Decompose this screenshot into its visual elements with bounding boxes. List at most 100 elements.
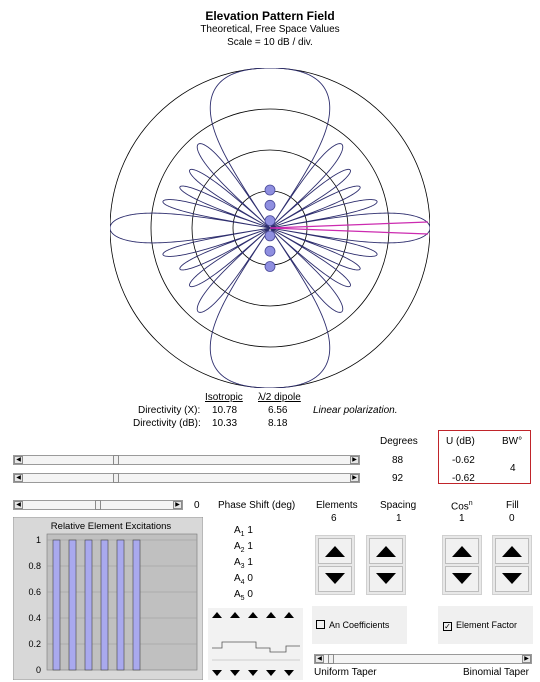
spacing-spinner[interactable] bbox=[366, 535, 406, 595]
elevation-pattern-plot bbox=[110, 68, 430, 388]
page-subtitle: Theoretical, Free Space Values bbox=[200, 24, 340, 35]
taper-slider[interactable]: ◀ ▶ bbox=[314, 654, 532, 664]
spacing-increase-button[interactable] bbox=[369, 538, 403, 564]
y-tick-label: 0.8 bbox=[28, 561, 41, 571]
cos-label: Cosn bbox=[451, 500, 473, 512]
coefficient-row: A5 0 bbox=[234, 589, 253, 605]
fill-increase-button[interactable] bbox=[495, 538, 529, 564]
angle-value-1: 88 bbox=[392, 455, 404, 466]
directivity-x-dipole: 6.56 bbox=[268, 405, 288, 416]
fill-value: 0 bbox=[509, 513, 515, 524]
y-tick-label: 0.4 bbox=[28, 613, 41, 623]
fill-spinner[interactable] bbox=[492, 535, 532, 595]
coefficient-index: 5 bbox=[240, 595, 245, 602]
slider-thumb[interactable] bbox=[95, 500, 101, 510]
scroll-right-arrow-icon[interactable]: ▶ bbox=[350, 456, 359, 464]
coefficient-label: A bbox=[234, 557, 241, 568]
angle-value-2: 92 bbox=[392, 473, 404, 484]
y-tick-label: 0.6 bbox=[28, 587, 41, 597]
cos-spinner[interactable] bbox=[442, 535, 482, 595]
coefficient-value: 1 bbox=[244, 541, 253, 552]
coefficient-label: A bbox=[234, 525, 241, 536]
inner-ring bbox=[191, 149, 349, 307]
phase-mini-controls[interactable] bbox=[208, 608, 303, 680]
element-factor-panel bbox=[438, 606, 533, 644]
phase-slider[interactable]: ◀ ▶ bbox=[13, 500, 183, 510]
array-element bbox=[264, 184, 276, 196]
elements-decrease-button[interactable] bbox=[318, 566, 352, 592]
y-tick-label: 0.2 bbox=[28, 639, 41, 649]
an-coefficients-checkbox[interactable]: An Coefficients bbox=[316, 620, 389, 630]
coefficient-value: 1 bbox=[244, 557, 253, 568]
angle-slider-2[interactable]: ◀ ▶ bbox=[13, 473, 360, 483]
scroll-right-arrow-icon[interactable]: ▶ bbox=[173, 501, 182, 509]
array-element bbox=[264, 230, 276, 242]
beamwidth-value: 4 bbox=[510, 463, 516, 474]
directivity-db-dipole: 8.18 bbox=[268, 418, 288, 429]
beam-line-lower bbox=[269, 227, 429, 235]
cos-increase-button[interactable] bbox=[445, 538, 479, 564]
scroll-left-arrow-icon[interactable]: ◀ bbox=[315, 655, 324, 663]
up-triangle-icon bbox=[325, 546, 345, 557]
spacing-value: 1 bbox=[396, 513, 402, 524]
coefficient-index: 3 bbox=[240, 563, 245, 570]
fill-label: Fill bbox=[506, 500, 519, 511]
array-element bbox=[264, 199, 276, 211]
u-db-value-1: -0.62 bbox=[452, 455, 475, 466]
mini-down-arrow-icon bbox=[230, 670, 240, 676]
phase-shift-label: Phase Shift (deg) bbox=[218, 500, 296, 511]
mini-down-arrow-icon bbox=[248, 670, 258, 676]
slider-thumb[interactable] bbox=[112, 473, 119, 483]
checkmark-icon[interactable]: ✓ bbox=[443, 622, 452, 631]
elements-value: 6 bbox=[331, 513, 337, 524]
pattern-curve bbox=[110, 68, 430, 388]
scroll-left-arrow-icon[interactable]: ◀ bbox=[14, 474, 23, 482]
element-factor-checkbox[interactable]: ✓ Element Factor bbox=[443, 620, 517, 631]
u-db-label: U (dB) bbox=[446, 436, 475, 447]
coefficient-value: 1 bbox=[244, 525, 253, 536]
excitation-chart: Relative Element Excitations 1 0.8 0.6 0.4 0… bbox=[13, 517, 203, 680]
excitation-bar bbox=[132, 539, 141, 671]
spacing-decrease-button[interactable] bbox=[369, 566, 403, 592]
scroll-right-arrow-icon[interactable]: ▶ bbox=[350, 474, 359, 482]
excitation-bar bbox=[52, 539, 61, 671]
up-triangle-icon bbox=[452, 546, 472, 557]
down-triangle-icon bbox=[452, 573, 472, 584]
coefficient-index: 4 bbox=[240, 579, 245, 586]
cos-decrease-button[interactable] bbox=[445, 566, 479, 592]
coefficient-value: 0 bbox=[244, 573, 253, 584]
scroll-left-arrow-icon[interactable]: ◀ bbox=[14, 501, 23, 509]
excitation-bar bbox=[116, 539, 125, 671]
an-coefficients-panel bbox=[312, 606, 407, 644]
scroll-right-arrow-icon[interactable]: ▶ bbox=[522, 655, 531, 663]
slider-thumb[interactable] bbox=[112, 455, 119, 465]
page-title: Elevation Pattern Field bbox=[205, 9, 335, 23]
mini-up-arrow-icon bbox=[230, 612, 240, 618]
element-factor-label: Element Factor bbox=[456, 620, 518, 630]
uniform-taper-label: Uniform Taper bbox=[314, 667, 377, 678]
excitation-bar bbox=[84, 539, 93, 671]
coefficient-list: A1 1 A2 1 A3 1 A4 0 A5 0 bbox=[234, 525, 253, 605]
directivity-x-isotropic: 10.78 bbox=[212, 405, 238, 416]
excitation-chart-title: Relative Element Excitations bbox=[51, 521, 172, 532]
slider-thumb[interactable] bbox=[327, 654, 334, 664]
beam-line-upper bbox=[269, 221, 429, 229]
phase-slider-value: 0 bbox=[194, 500, 200, 511]
up-triangle-icon bbox=[376, 546, 396, 557]
elements-spinner[interactable] bbox=[315, 535, 355, 595]
mini-up-arrow-icon bbox=[212, 612, 222, 618]
excitation-bar bbox=[68, 539, 77, 671]
angle-slider-1[interactable]: ◀ ▶ bbox=[13, 455, 360, 465]
polarization-label: Linear polarization. bbox=[313, 405, 398, 416]
coefficient-row: A3 1 bbox=[234, 557, 253, 573]
checkbox-box[interactable] bbox=[316, 620, 325, 629]
scroll-left-arrow-icon[interactable]: ◀ bbox=[14, 456, 23, 464]
an-coefficients-label: An Coefficients bbox=[329, 620, 390, 630]
middle-ring bbox=[150, 108, 390, 348]
fill-decrease-button[interactable] bbox=[495, 566, 529, 592]
array-elements bbox=[264, 184, 276, 272]
coefficient-row: A4 0 bbox=[234, 573, 253, 589]
elements-increase-button[interactable] bbox=[318, 538, 352, 564]
mini-down-arrow-icon bbox=[266, 670, 276, 676]
u-db-value-2: -0.62 bbox=[452, 473, 475, 484]
